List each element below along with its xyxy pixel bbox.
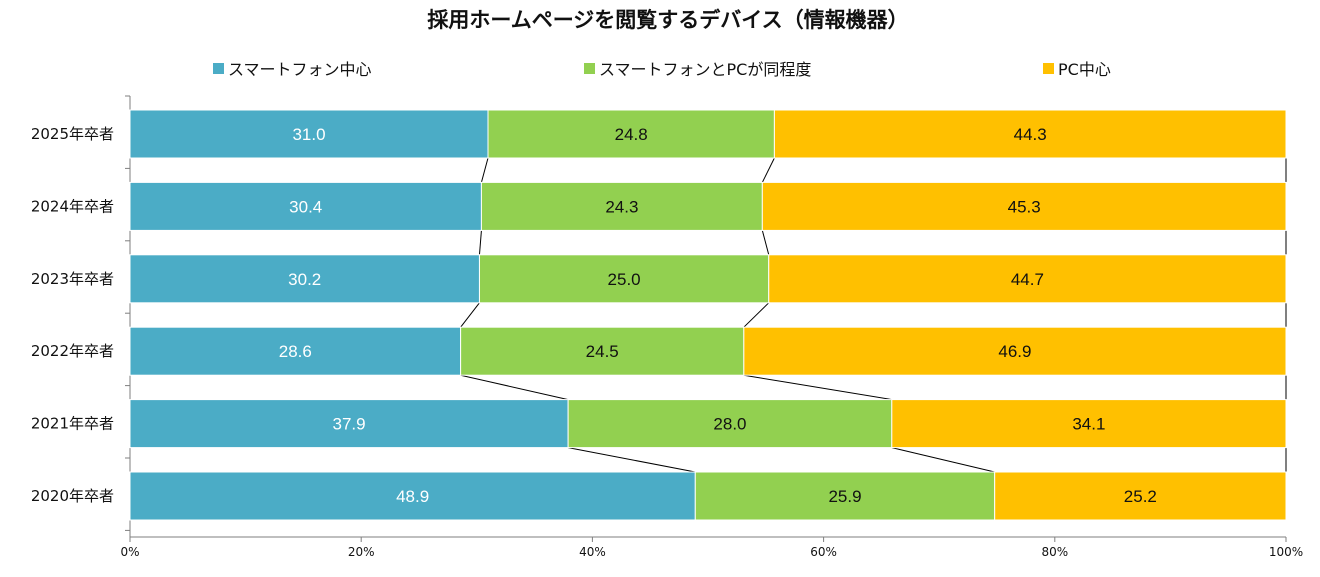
bar-segment (891, 399, 1287, 449)
series-connector-line (743, 374, 892, 401)
series-connector-line (568, 447, 696, 473)
data-label: 45.3 (1008, 197, 1041, 216)
series-connector-line (460, 302, 480, 328)
bar-segment (129, 399, 569, 449)
data-label: 28.0 (713, 415, 746, 434)
bar-segment (761, 181, 1287, 231)
legend-label: PC中心 (1058, 60, 1111, 79)
legend-swatch (213, 63, 224, 74)
bar-segment (129, 254, 480, 304)
series-connector-line (460, 374, 569, 401)
bar-segment (768, 254, 1287, 304)
data-label: 44.7 (1011, 270, 1044, 289)
data-label: 30.2 (288, 270, 321, 289)
category-label: 2021年卒者 (31, 415, 114, 433)
data-label: 44.3 (1014, 125, 1047, 144)
data-label: 24.5 (586, 342, 619, 361)
data-label: 24.8 (615, 125, 648, 144)
category-label: 2024年卒者 (31, 197, 114, 215)
category-label: 2022年卒者 (31, 342, 114, 360)
x-tick-label: 100% (1269, 545, 1303, 559)
chart-title: 採用ホームページを閲覧するデバイス（情報機器） (427, 8, 908, 32)
x-tick-label: 0% (120, 545, 139, 559)
data-label: 24.3 (605, 197, 638, 216)
bar-segment (487, 109, 775, 159)
data-label: 30.4 (289, 197, 322, 216)
data-label: 46.9 (998, 342, 1031, 361)
series-lines (460, 157, 1287, 473)
data-label: 37.9 (333, 415, 366, 434)
bar-segment (129, 326, 462, 376)
bar-segment (694, 471, 996, 521)
bar-segment (129, 109, 489, 159)
series-connector-line (743, 302, 770, 328)
bar-segment (129, 181, 482, 231)
bar-segment (460, 326, 745, 376)
category-label: 2020年卒者 (31, 487, 114, 505)
bar-segment (478, 254, 770, 304)
bar-segment (129, 471, 696, 521)
legend-label: スマートフォン中心 (228, 60, 372, 79)
x-tick-label: 80% (1041, 545, 1068, 559)
series-connector-line (478, 230, 482, 255)
legend-label: スマートフォンとPCが同程度 (599, 60, 811, 79)
bar-segment (567, 399, 893, 449)
value-labels: 31.0 24.8 44.3 30.4 24.3 45.3 30.2 25.0 44.7 28.6… (279, 125, 1157, 506)
data-label: 28.6 (279, 342, 312, 361)
series-connector-line (891, 447, 995, 473)
bar-segment (994, 471, 1287, 521)
category-label: 2023年卒者 (31, 270, 114, 288)
data-label: 48.9 (396, 487, 429, 506)
axes: 0% 20% 40% 60% 80% 100% 2025年卒者 2024年卒者 2023年卒者 2… (31, 95, 1303, 559)
data-label: 31.0 (292, 125, 325, 144)
data-label: 25.9 (828, 487, 861, 506)
data-label: 34.1 (1072, 415, 1105, 434)
series-connector-line (480, 157, 489, 183)
category-label: 2025年卒者 (31, 125, 114, 143)
series-connector-line (761, 230, 770, 255)
x-tick-label: 40% (579, 545, 606, 559)
bar-segment (773, 109, 1287, 159)
series-connector-line (761, 157, 775, 183)
bar-segment (480, 181, 763, 231)
x-tick-label: 20% (348, 545, 375, 559)
data-label: 25.0 (608, 270, 641, 289)
data-label: 25.2 (1124, 487, 1157, 506)
x-tick-label: 60% (810, 545, 837, 559)
legend: スマートフォン中心 スマートフォンとPCが同程度 PC中心 (213, 60, 1111, 79)
legend-swatch (584, 63, 595, 74)
bars (129, 109, 1287, 521)
bar-segment (743, 326, 1287, 376)
legend-swatch (1043, 63, 1054, 74)
